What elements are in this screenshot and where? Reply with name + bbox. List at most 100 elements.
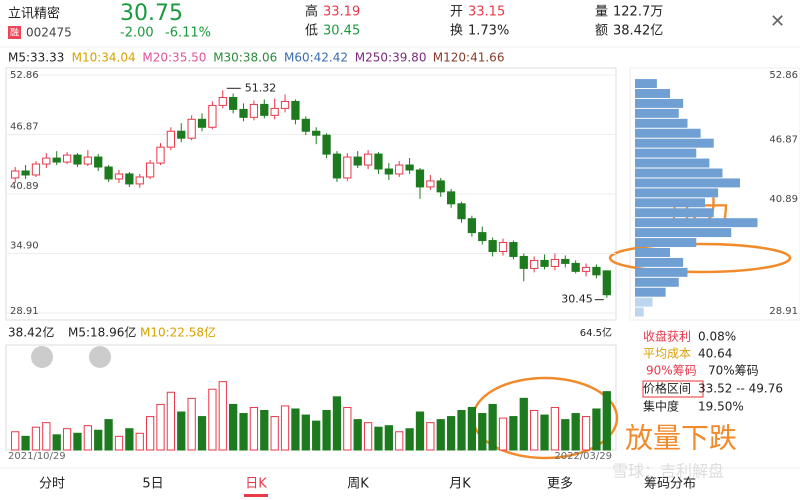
chip-axis-label: 28.91 [769,306,798,317]
candle-body [73,154,82,165]
volume-bar [301,414,310,451]
volume-bar [478,413,487,451]
candle-body [312,130,321,136]
chip-bar [635,108,679,118]
candle-body [405,164,414,171]
candle-body [135,176,144,185]
volume-bar [218,381,227,451]
candle-body [187,118,196,139]
tab[interactable]: 筹码分布 [644,476,696,492]
chip-stat-value: 19.50% [698,400,744,414]
candle-body [21,170,30,176]
candle-body [208,104,217,128]
date-label: 2021/10/29 [8,451,66,462]
chip-bar [635,248,670,257]
chip-axis-label: 46.87 [769,135,798,146]
chip-tab[interactable]: 70%筹码 [708,364,759,378]
chip-stat-value: 33.52 -- 49.76 [698,382,783,396]
volume-bar [156,403,165,451]
chip-bar [635,178,740,188]
volume-bar [125,428,134,451]
volume-bar [135,432,144,451]
candle-body [52,157,61,163]
volume-bar [280,405,290,451]
price: 30.75 [120,1,183,26]
candle-body [550,258,560,267]
volume-bar [322,409,331,451]
candle-body [42,157,51,165]
tab[interactable]: 5日 [142,477,163,492]
watermark: 雪球：吉利解盘 [612,462,724,481]
volume-legend: 38.42亿 [8,325,54,340]
tab[interactable]: 月K [449,477,471,492]
candle-body [62,154,72,163]
candle-body [177,130,186,139]
candle-body [301,118,310,132]
volume-bar [83,425,92,451]
low-label: 30.45 [561,293,593,306]
candle-body [114,173,124,180]
chip-bar [635,238,697,248]
chip-bar [635,277,679,287]
stat-label: 换 [450,24,463,39]
stat-value: 1.73% [468,24,509,39]
chip-bar [635,138,714,148]
y-tick-label: 28.91 [10,306,39,317]
candle-body [353,156,362,166]
chip-tab[interactable]: 90%筹码 [646,364,697,378]
y-tick-label: 40.89 [10,181,39,192]
chip-bar [635,218,758,228]
close-icon[interactable]: ✕ [770,11,785,32]
tab[interactable]: 日K [245,477,267,492]
chip-stat-label: 集中度 [643,399,679,414]
candle-body [488,240,497,252]
volume-bar [11,431,20,451]
ma-legend: M20:35.50 [142,51,206,65]
chip-bar [635,168,723,178]
tab[interactable]: 分时 [39,477,65,492]
volume-bar [602,391,611,451]
ma-legend: M5:33.33 [8,51,64,65]
candle-body [426,180,435,188]
candle-body [94,156,103,168]
volume-bar [395,431,404,451]
volume-bar [62,428,72,451]
chip-frame [629,67,800,321]
candle-body [457,203,466,220]
chip-tab-box[interactable] [642,380,704,398]
ma-legend: M250:39.80 [355,51,427,65]
candle-body [395,164,404,175]
volume-bar [177,411,186,451]
candle-body [270,107,279,116]
stat-label: 高 [305,4,318,20]
chip-axis-label: 40.89 [769,194,798,205]
tab[interactable]: 周K [347,477,369,492]
chip-bar [635,188,719,198]
volume-bar [73,432,82,451]
volume-bar [561,419,570,451]
tab[interactable]: 更多 [547,476,573,492]
volume-bar [457,409,466,451]
candle-body [260,103,269,116]
stat-label: 低 [305,24,318,39]
volume-bar [249,406,259,451]
volume-bar [540,414,549,451]
prev-button[interactable] [31,346,53,368]
volume-bar [208,388,217,451]
stat-value: 33.19 [323,5,360,20]
high-label: 51.32 [245,81,277,94]
next-button[interactable] [89,346,111,368]
candle-body [384,168,393,175]
volume-bar [353,419,362,451]
candle-body [218,96,227,106]
volume-bar [260,409,269,451]
stock-code: 002475 [26,26,72,40]
volume-frame [5,344,617,451]
stat-label: 量 [595,5,608,20]
volume-bar [415,411,425,451]
candle-body [125,173,134,185]
candle-body [104,166,113,180]
candle-body [540,259,549,267]
volume-bar [270,416,279,451]
volume-bar [229,403,238,451]
